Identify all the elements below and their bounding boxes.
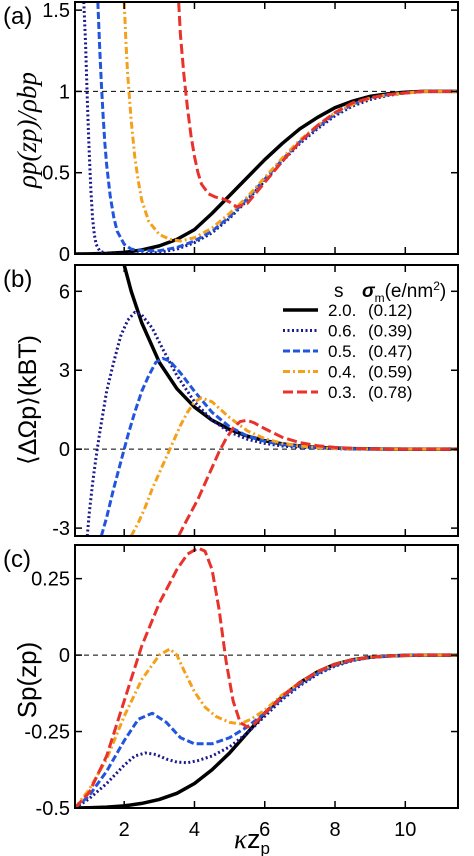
x-tick-label: 10 xyxy=(394,819,416,841)
legend-sigma-value: (0.39) xyxy=(368,322,412,341)
panel-c-frame xyxy=(74,544,459,809)
series-line-06-panel-a xyxy=(82,2,458,254)
y-tick-label: -0.5 xyxy=(36,798,70,820)
panel-c-series xyxy=(75,546,458,808)
legend-row: 0.4. (0.59) xyxy=(283,363,412,382)
y-tick-label: -0.25 xyxy=(24,722,70,744)
legend-s-value: 2.0. xyxy=(328,301,356,320)
series-line-06-panel-b xyxy=(85,310,458,536)
panel-b-ylabel: ⟨ΔΩp⟩(kBT) xyxy=(14,335,42,465)
series-line-03-panel-c xyxy=(75,546,458,808)
legend-row: 2.0. (0.12) xyxy=(283,301,412,320)
panel-a-frame xyxy=(74,1,459,255)
panels: 0 0.5 1 1.5 (a) -3 0 3 6 (b) -0.5 -0.25 0 0.25 2 4 6 8 10 (… xyxy=(3,0,459,841)
legend-row: 0.5. (0.47) xyxy=(283,342,412,361)
x-tick-label: 4 xyxy=(189,819,200,841)
y-tick-label: 0.25 xyxy=(31,569,70,591)
legend-sigma-value: (0.47) xyxy=(368,342,412,361)
panel-c: -0.5 -0.25 0 0.25 2 4 6 8 10 (c) xyxy=(3,544,459,841)
legend-sigma-value: (0.59) xyxy=(368,363,412,382)
panel-b-series xyxy=(85,265,458,536)
panel-b-frame xyxy=(74,264,459,537)
legend-row: 0.6. (0.39) xyxy=(283,322,412,341)
series-line-04-panel-b xyxy=(129,396,458,536)
series-line-03-panel-a xyxy=(177,2,458,209)
panel-label-c: (c) xyxy=(3,546,31,573)
series-line-20-panel-a xyxy=(75,89,458,254)
x-tick-label: 8 xyxy=(329,819,340,841)
y-tick-label: 1 xyxy=(59,81,70,103)
panel-c-ylabel: Sp(zp) xyxy=(12,642,42,719)
y-tick-label: -3 xyxy=(52,518,70,540)
legend-s-value: 0.4. xyxy=(328,363,356,382)
legend-header-sigma: σm(e/nm2) xyxy=(362,279,446,305)
y-tick-label: 0 xyxy=(59,244,70,266)
x-axis-label: κzp xyxy=(234,824,270,856)
legend-s-value: 0.3. xyxy=(328,383,356,402)
legend-rows: 2.0. (0.12) 0.6. (0.39) 0.5. (0.47) 0.4. (0.59)… xyxy=(283,301,412,402)
y-tick-label: 1.5 xyxy=(42,0,70,22)
legend-sigma-value: (0.78) xyxy=(368,383,412,402)
y-tick-label: 0 xyxy=(59,439,70,461)
x-tick-label: 6 xyxy=(259,819,270,841)
y-tick-label: 6 xyxy=(59,281,70,303)
legend-s-value: 0.6. xyxy=(328,322,356,341)
series-line-04-panel-a xyxy=(122,2,458,243)
series-line-04-panel-c xyxy=(75,647,458,808)
panel-a-ylabel: ρp(zp)/ρbp xyxy=(12,72,42,189)
legend-s-value: 0.5. xyxy=(328,342,356,361)
series-line-05-panel-a xyxy=(96,2,458,253)
legend: s σm(e/nm2) 2.0. (0.12) 0.6. (0.39) 0.5. (0.4… xyxy=(283,279,446,402)
series-line-03-panel-b xyxy=(177,418,458,536)
y-tick-label: 0 xyxy=(59,645,70,667)
panel-a-series xyxy=(75,2,458,254)
panel-b: -3 0 3 6 (b) xyxy=(3,264,459,540)
legend-header-s: s xyxy=(334,281,344,302)
panel-a: 0 0.5 1 1.5 (a) xyxy=(3,0,459,266)
legend-row: 0.3. (0.78) xyxy=(283,383,412,402)
panel-label-b: (b) xyxy=(3,266,32,293)
legend-sigma-value: (0.12) xyxy=(368,301,412,320)
y-tick-label: 0.5 xyxy=(42,163,70,185)
series-line-06-panel-c xyxy=(75,653,458,808)
x-tick-label: 2 xyxy=(119,819,130,841)
panel-label-a: (a) xyxy=(3,3,32,30)
y-tick-label: 3 xyxy=(59,360,70,382)
